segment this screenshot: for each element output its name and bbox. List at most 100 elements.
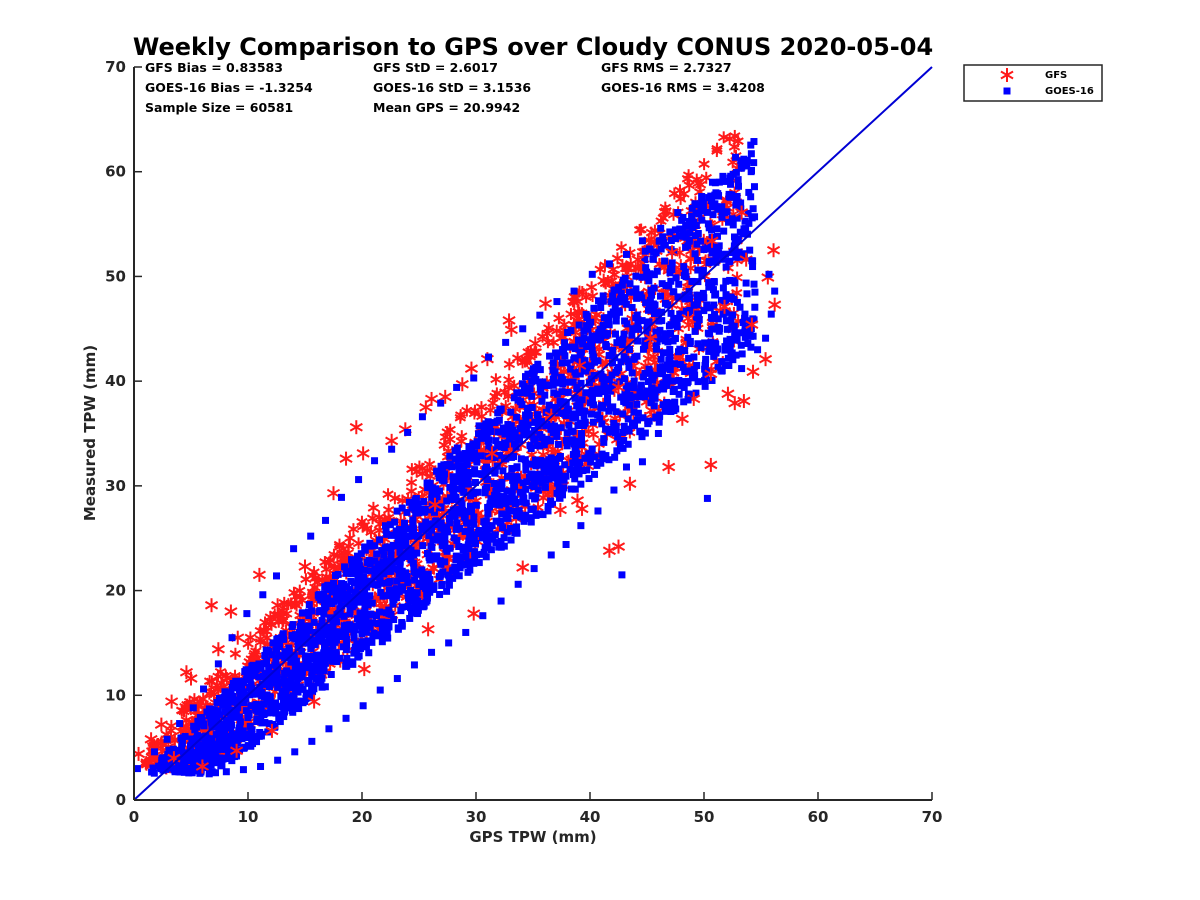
goes16-cloud-point [710,301,718,309]
goes16-cloud-point [733,192,741,200]
goes16-cloud-point [245,711,253,719]
goes16-cloud-point [373,612,381,620]
goes16-cloud-point [473,442,481,450]
goes16-cloud-point [612,330,620,338]
goes16-cloud-point [750,159,758,167]
goes16-point [205,770,213,778]
gfs-cloud-point [367,501,380,514]
gfs-cloud-point [543,322,555,335]
gfs-cloud-point [242,637,254,650]
gfs-cloud-point [309,581,321,594]
goes16-cloud-point [236,688,244,696]
goes16-cloud-point [232,677,240,685]
goes16-cloud-point [360,612,368,620]
goes16-cloud-point [657,370,665,378]
goes16-cloud-point [409,516,417,524]
goes16-cloud-point [727,180,735,188]
legend-label-gfs: GFS [1045,70,1067,81]
goes16-point [622,463,630,471]
goes16-cloud-point [215,730,223,738]
goes16-cloud-point [554,440,562,448]
goes16-point [738,365,746,373]
goes16-cloud-point [533,411,541,419]
gfs-cloud-point [319,556,331,569]
stats-block: GFS Bias = 0.83583 GFS StD = 2.6017 GFS … [145,60,765,115]
goes16-cloud-point [191,726,199,734]
goes16-cloud-point [657,355,665,363]
goes16-cloud-point [387,567,395,575]
goes16-cloud-point [382,625,390,633]
goes16-cloud-point [720,227,728,235]
goes16-cloud-point [305,601,313,609]
goes16-cloud-point [240,679,248,687]
goes16-point [325,725,333,733]
goes16-cloud-point [495,416,503,424]
goes16-cloud-point [487,495,495,503]
goes16-cloud-point [507,408,515,416]
goes16-cloud-point [308,607,316,615]
x-tick-label: 60 [808,808,829,826]
goes16-cloud-point [714,315,722,323]
goes16-cloud-point [706,330,714,338]
goes16-cloud-point [598,420,606,428]
goes16-cloud-point [466,566,474,574]
goes16-cloud-point [675,280,683,288]
goes16-cloud-point [398,619,406,627]
goes16-cloud-point [386,577,394,585]
goes16-cloud-point [437,557,445,565]
gfs-point [758,352,773,367]
goes16-cloud-point [642,264,650,272]
goes16-point [307,532,315,540]
goes16-cloud-point [596,325,604,333]
goes16-cloud-point [714,345,722,353]
goes16-cloud-point [657,245,665,253]
goes16-cloud-point [751,288,759,296]
goes16-cloud-point [628,369,636,377]
goes16-cloud-point [666,399,674,407]
gfs-cloud-point [389,492,401,505]
goes16-cloud-point [560,476,568,484]
gfs-cloud-point [692,177,704,190]
goes16-cloud-point [560,484,568,492]
goes16-cloud-point [209,747,217,755]
goes16-cloud-point [534,486,542,494]
goes16-cloud-point [553,352,561,360]
goes16-cloud-point [411,496,419,504]
goes16-cloud-point [412,569,420,577]
goes16-cloud-point [448,485,456,493]
goes16-cloud-point [316,653,324,661]
goes16-point [470,374,478,382]
goes16-cloud-point [559,376,567,384]
goes16-point [562,409,570,417]
goes16-cloud-point [207,736,215,744]
goes16-cloud-point [590,304,598,312]
goes16-cloud-point [698,199,706,207]
goes16-cloud-point [712,255,720,263]
goes16-cloud-point [633,352,641,360]
goes16-cloud-point [450,534,458,542]
goes16-cloud-point [389,598,397,606]
goes16-point [479,612,487,620]
goes16-point [189,704,197,712]
y-tick-label: 10 [105,686,126,704]
goes16-cloud-point [649,255,657,263]
gfs-point [298,559,312,574]
goes16-cloud-point [413,589,421,597]
goes16-cloud-point [629,325,637,333]
goes16-point [553,298,561,306]
goes16-point [762,334,770,342]
goes16-cloud-point [699,266,707,274]
x-tick-label: 10 [238,808,259,826]
gfs-point [746,364,760,379]
y-axis-label: Measured TPW (mm) [81,345,99,521]
goes16-cloud-point [621,375,629,383]
stat-goes-std: GOES-16 StD = 3.1536 [373,80,531,95]
y-tick-label: 0 [116,791,126,809]
goes16-cloud-point [574,422,582,430]
goes16-cloud-point [473,457,481,465]
goes16-cloud-point [178,734,186,742]
goes16-point [239,766,247,774]
goes16-cloud-point [471,553,479,561]
goes16-cloud-point [633,400,641,408]
goes16-cloud-point [530,372,538,380]
